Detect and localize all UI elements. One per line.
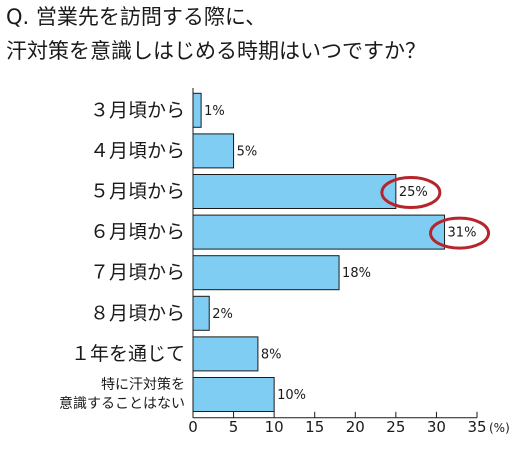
bar-4 <box>192 255 340 291</box>
category-label-6: １年を通じて <box>71 343 185 365</box>
bar-6 <box>192 336 259 372</box>
value-label-7: 10% <box>277 388 306 403</box>
bar-7 <box>192 377 275 412</box>
category-label-4: ７月頃から <box>90 262 185 284</box>
category-label-7-line-1: 意識することはない <box>59 395 185 412</box>
highlight-ring-3 <box>429 216 491 250</box>
x-tick-label-5: 25 <box>386 418 405 436</box>
value-label-3: 31% <box>448 226 477 241</box>
value-label-1: 5% <box>237 144 258 159</box>
category-label-7-line-0: 特に汗対策を <box>101 376 185 393</box>
chart-title-line-2: 汗対策を意識しはじめる時期はいつですか？ <box>6 39 426 63</box>
category-label-1: ４月頃から <box>90 140 185 162</box>
value-label-5: 2% <box>212 307 233 322</box>
value-label-4: 18% <box>342 266 371 281</box>
x-tick-label-6: 30 <box>427 418 446 436</box>
x-tick-label-3: 15 <box>305 418 324 436</box>
x-tick-label-4: 20 <box>346 418 365 436</box>
value-label-2: 25% <box>399 185 428 200</box>
x-tick-label-0: 0 <box>188 418 198 436</box>
x-tick-label-1: 5 <box>229 418 239 436</box>
x-axis-unit: (%) <box>489 421 510 435</box>
x-tick-label-2: 10 <box>265 418 284 436</box>
bar-1 <box>192 133 235 169</box>
x-tick-label-7: 35 <box>467 418 486 436</box>
bar-2 <box>192 174 397 209</box>
chart-title-line-1: Q. 営業先を訪問する際に、 <box>6 5 267 29</box>
value-label-0: 1% <box>204 104 225 119</box>
bar-0 <box>192 92 202 128</box>
value-label-6: 8% <box>261 347 282 362</box>
highlight-ring-2 <box>380 176 442 209</box>
category-label-3: ６月頃から <box>90 221 185 243</box>
bar-3 <box>192 214 446 250</box>
category-label-2: ５月頃から <box>90 181 185 203</box>
bar-5 <box>192 295 210 331</box>
category-label-0: ３月頃から <box>90 99 185 121</box>
category-label-5: ８月頃から <box>90 302 185 324</box>
